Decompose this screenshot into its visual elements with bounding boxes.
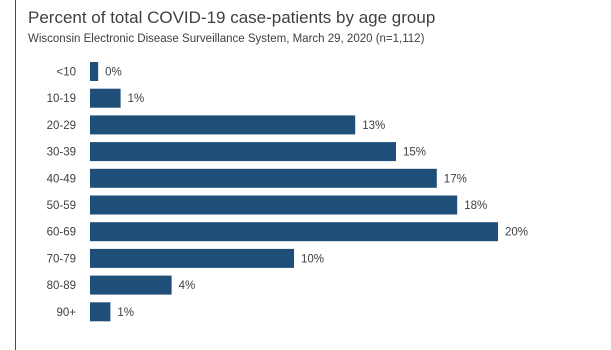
category-label: 30-39 xyxy=(47,147,76,159)
bar xyxy=(90,142,396,161)
category-label: 10-19 xyxy=(47,93,76,105)
value-label: 1% xyxy=(128,93,145,105)
bar xyxy=(90,89,121,108)
category-label: 80-89 xyxy=(47,280,76,292)
category-label: 60-69 xyxy=(47,227,76,239)
bar xyxy=(90,169,437,188)
bar xyxy=(90,302,110,321)
category-label: 50-59 xyxy=(47,200,76,212)
bar xyxy=(90,249,294,268)
value-label: 0% xyxy=(105,67,122,79)
category-label: 70-79 xyxy=(47,253,76,265)
category-label: 90+ xyxy=(56,307,76,319)
bar xyxy=(90,62,98,81)
value-label: 17% xyxy=(444,173,467,185)
value-label: 15% xyxy=(403,147,426,159)
value-label: 4% xyxy=(179,280,196,292)
value-label: 1% xyxy=(117,307,134,319)
value-label: 20% xyxy=(505,227,528,239)
bar xyxy=(90,276,172,295)
bar xyxy=(90,196,457,215)
bar xyxy=(90,222,498,241)
value-label: 18% xyxy=(464,200,487,212)
category-label: 20-29 xyxy=(47,120,76,132)
category-label: 40-49 xyxy=(47,173,76,185)
value-label: 10% xyxy=(301,253,324,265)
value-label: 13% xyxy=(362,120,385,132)
category-label: <10 xyxy=(56,67,76,79)
bar xyxy=(90,115,355,134)
